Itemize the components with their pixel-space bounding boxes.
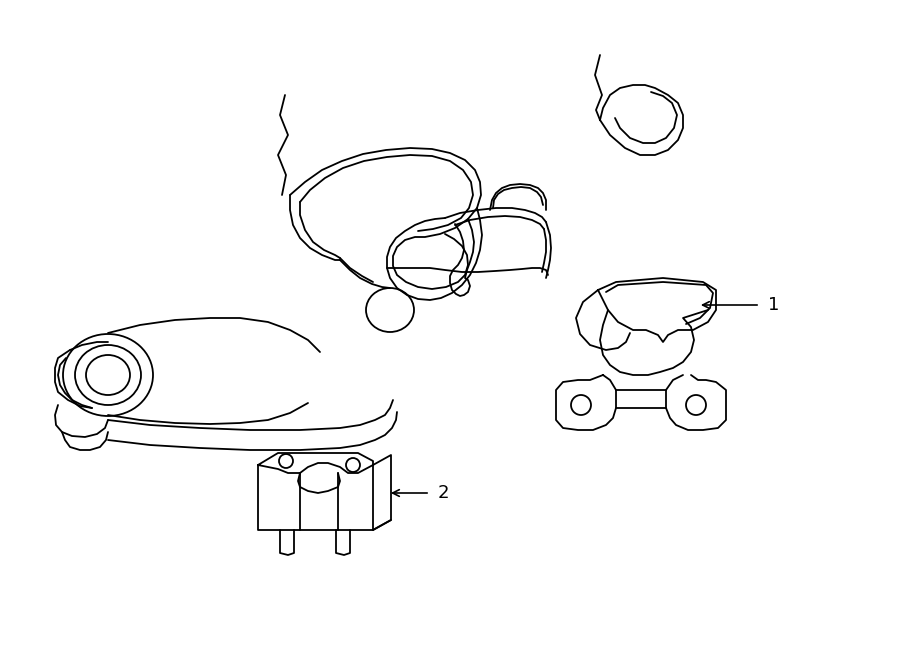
Text: 1: 1 [768,296,779,314]
Text: 2: 2 [438,484,449,502]
